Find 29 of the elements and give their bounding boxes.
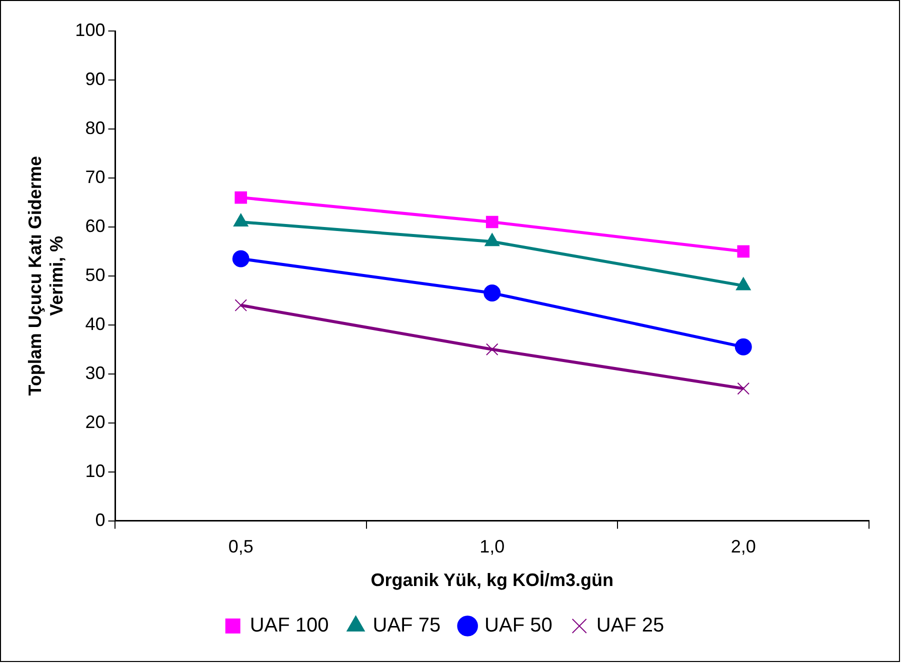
point [737, 382, 750, 395]
point [486, 216, 498, 228]
y-tick-label: 70 [85, 166, 106, 187]
x-tick-label: 0,5 [228, 536, 254, 557]
y-tick-label: 0 [95, 510, 106, 530]
y-tick-label: 30 [85, 362, 106, 383]
y-tick-label: 90 [85, 68, 106, 89]
y-tick-label: 40 [85, 314, 106, 334]
y-tick-label: 50 [85, 264, 106, 285]
point [232, 250, 250, 268]
y-axis-title: Toplam Uçucu Katı Giderme Verimi, % [24, 156, 66, 396]
point [486, 343, 498, 356]
legend-label: UAF 25 [596, 614, 664, 637]
point [734, 338, 752, 356]
x-axis-title: Organik Yük, kg KOİ/m3.gün [370, 570, 614, 590]
legend-label: UAF 100 [250, 614, 329, 637]
y-tick-label: 80 [85, 118, 106, 138]
point [234, 191, 248, 204]
y-tick-label: 20 [85, 412, 106, 432]
point [484, 284, 501, 302]
point [234, 299, 248, 312]
x-tick-label: 1,0 [480, 536, 505, 557]
legend-label: UAF 50 [484, 614, 552, 637]
point [737, 245, 750, 258]
x-tick-label: 2,0 [730, 536, 756, 557]
y-tick-label: 60 [85, 216, 106, 236]
y-tick-label: 100 [75, 20, 106, 40]
y-tick-label: 10 [85, 460, 106, 481]
legend-label: UAF 75 [372, 614, 441, 637]
